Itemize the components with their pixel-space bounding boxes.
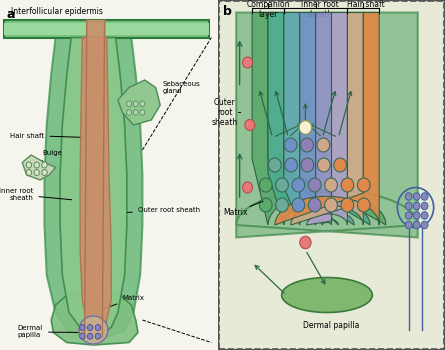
Circle shape [421, 212, 428, 219]
Polygon shape [316, 13, 332, 225]
Circle shape [87, 324, 93, 330]
Circle shape [95, 333, 101, 339]
Text: Matrix: Matrix [223, 208, 247, 217]
Text: Dermal papilla: Dermal papilla [303, 321, 360, 329]
Circle shape [301, 158, 314, 172]
Polygon shape [291, 13, 363, 225]
Circle shape [126, 101, 132, 106]
Circle shape [259, 198, 272, 212]
Polygon shape [60, 37, 127, 332]
Circle shape [357, 178, 370, 192]
Circle shape [334, 158, 347, 172]
Circle shape [259, 178, 272, 192]
Circle shape [285, 158, 297, 172]
FancyBboxPatch shape [4, 22, 209, 35]
Circle shape [325, 178, 337, 192]
Circle shape [421, 193, 428, 200]
Polygon shape [252, 13, 386, 225]
Text: Bulge: Bulge [36, 150, 62, 166]
Circle shape [405, 193, 412, 200]
Circle shape [308, 198, 321, 212]
Circle shape [413, 202, 420, 210]
Circle shape [243, 182, 253, 193]
Circle shape [268, 158, 281, 172]
Polygon shape [307, 13, 348, 225]
Circle shape [245, 119, 255, 131]
Text: Outer root sheath: Outer root sheath [127, 208, 200, 214]
Circle shape [301, 138, 313, 152]
Text: Hair shaft: Hair shaft [10, 133, 84, 139]
Text: Inner root
sheath: Inner root sheath [0, 188, 72, 201]
Circle shape [405, 221, 412, 229]
Circle shape [26, 162, 32, 168]
Circle shape [341, 198, 354, 212]
Circle shape [300, 236, 311, 249]
Circle shape [284, 138, 297, 152]
FancyBboxPatch shape [4, 20, 209, 37]
Text: Sebaceous
gland: Sebaceous gland [154, 80, 200, 99]
Circle shape [317, 158, 330, 172]
Text: Dermal
papilla: Dermal papilla [18, 326, 86, 338]
Circle shape [308, 178, 321, 192]
Circle shape [405, 202, 412, 210]
Circle shape [421, 221, 428, 229]
Circle shape [276, 198, 288, 212]
Circle shape [276, 178, 288, 192]
Circle shape [42, 169, 47, 175]
Polygon shape [44, 37, 142, 337]
Polygon shape [51, 293, 138, 345]
Text: Inner root
sheath: Inner root sheath [301, 0, 339, 19]
Polygon shape [284, 13, 354, 225]
FancyBboxPatch shape [218, 0, 445, 350]
Polygon shape [282, 278, 372, 313]
Circle shape [325, 198, 337, 212]
Circle shape [317, 138, 330, 152]
Circle shape [134, 110, 138, 115]
Polygon shape [22, 155, 56, 180]
Polygon shape [268, 13, 370, 225]
Circle shape [299, 120, 312, 134]
Circle shape [134, 101, 138, 106]
Circle shape [95, 324, 101, 330]
Circle shape [292, 178, 305, 192]
Circle shape [413, 221, 420, 229]
Text: Interfollicular epidermis: Interfollicular epidermis [11, 7, 103, 16]
Text: Outer
root
sheath: Outer root sheath [212, 98, 238, 127]
Circle shape [42, 162, 47, 168]
Polygon shape [236, 13, 418, 238]
Circle shape [80, 324, 85, 330]
Text: b: b [222, 5, 231, 18]
Circle shape [126, 110, 132, 115]
Polygon shape [118, 80, 160, 125]
Circle shape [405, 212, 412, 219]
Circle shape [34, 169, 40, 175]
Circle shape [140, 101, 145, 106]
Circle shape [26, 169, 32, 175]
Circle shape [87, 333, 93, 339]
Text: Companion
layer: Companion layer [246, 0, 290, 19]
Circle shape [421, 202, 428, 210]
Circle shape [140, 110, 145, 115]
Circle shape [341, 178, 354, 192]
Text: a: a [7, 7, 15, 21]
Circle shape [34, 162, 40, 168]
Polygon shape [80, 37, 111, 332]
Text: Matrix: Matrix [96, 295, 144, 312]
Polygon shape [300, 13, 338, 225]
Text: Hair shaft: Hair shaft [347, 0, 384, 9]
Polygon shape [275, 13, 379, 225]
Circle shape [413, 212, 420, 219]
Polygon shape [79, 316, 108, 344]
Circle shape [243, 57, 253, 68]
Circle shape [292, 198, 305, 212]
Circle shape [413, 193, 420, 200]
Circle shape [80, 333, 85, 339]
Circle shape [357, 198, 370, 212]
